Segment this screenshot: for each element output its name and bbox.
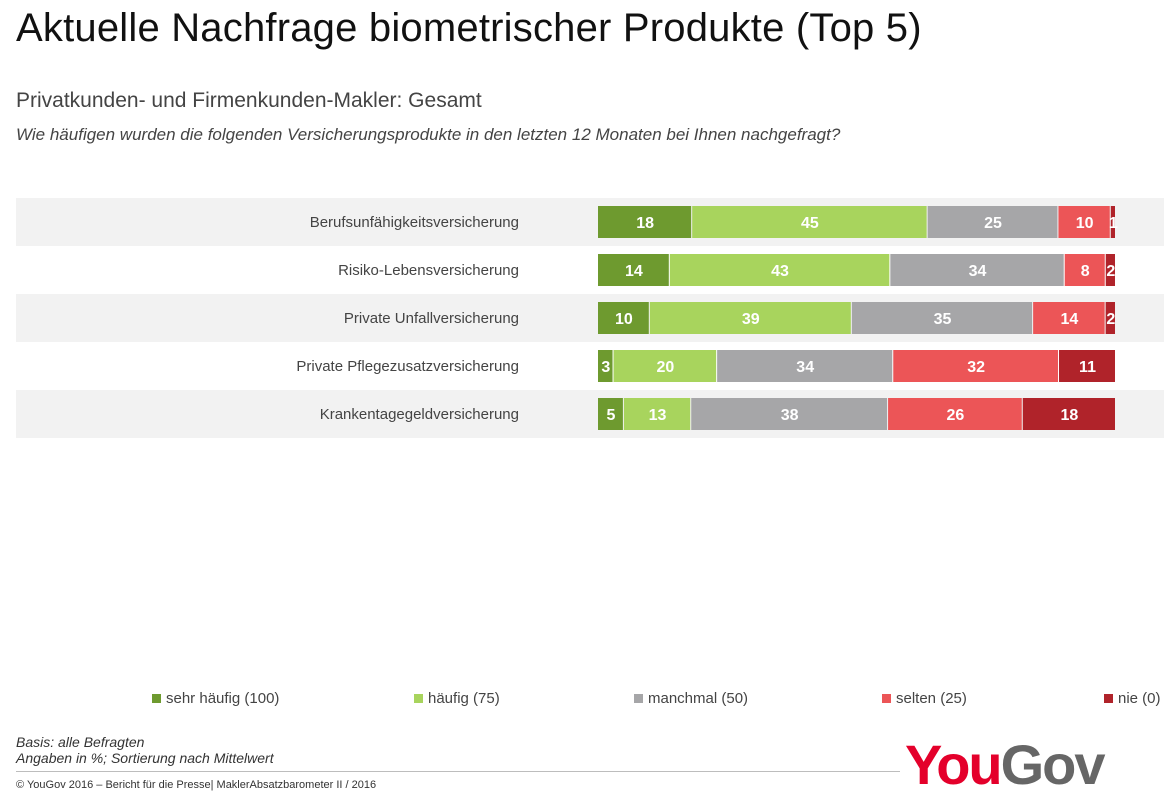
data-label: 45 <box>801 215 819 232</box>
bar-segment <box>598 206 692 238</box>
page-title: Aktuelle Nachfrage biometrischer Produkt… <box>16 6 922 50</box>
legend-item: sehr häufig (100) <box>152 690 279 707</box>
footer-divider <box>16 771 900 772</box>
bar-segment <box>888 398 1022 430</box>
chart-notes: Basis: alle Befragten Angaben in %; Sort… <box>16 734 274 766</box>
bar-segment <box>613 350 717 382</box>
data-label: 18 <box>636 215 654 232</box>
legend-item: selten (25) <box>882 690 967 707</box>
bar-segment <box>598 254 669 286</box>
bar-segment <box>851 302 1033 334</box>
bar-segment <box>717 350 893 382</box>
footer-copyright: © YouGov 2016 – Bericht für die Presse| … <box>16 779 377 791</box>
legend-swatch <box>414 694 423 703</box>
bar-segment <box>1110 206 1115 238</box>
bar-segment <box>893 350 1059 382</box>
bar-segment <box>1064 254 1105 286</box>
data-label: 34 <box>796 359 814 376</box>
data-label: 18 <box>1060 407 1078 424</box>
data-label: 10 <box>615 311 633 328</box>
data-label: 32 <box>967 359 985 376</box>
bar-segment <box>1058 206 1110 238</box>
data-label: 35 <box>934 311 952 328</box>
logo-part-gov: Gov <box>1000 733 1106 796</box>
data-label: 26 <box>947 407 965 424</box>
bar-segment <box>669 254 890 286</box>
data-label: 20 <box>656 359 674 376</box>
legend-swatch <box>882 694 891 703</box>
stacked-bar-chart: Berufsunfähigkeitsversicherung 18 45 25 10 1R… <box>16 198 1164 438</box>
legend-swatch <box>1104 694 1113 703</box>
legend-item: manchmal (50) <box>634 690 748 707</box>
legend-swatch <box>152 694 161 703</box>
data-label: 14 <box>625 263 643 280</box>
data-label: 2 <box>1106 263 1115 280</box>
data-label: 5 <box>606 407 615 424</box>
category-label: Berufsunfähigkeitsversicherung <box>310 214 519 231</box>
units-note: Angaben in %; Sortierung nach Mittelwert <box>16 750 274 766</box>
data-label: 2 <box>1106 311 1115 328</box>
bar-segment <box>691 398 888 430</box>
bar-segment <box>890 254 1064 286</box>
data-label: 43 <box>771 263 789 280</box>
legend-label: selten (25) <box>896 690 967 707</box>
bar-segment <box>1022 398 1115 430</box>
category-label: Risiko-Lebensversicherung <box>338 262 519 279</box>
chart-legend: sehr häufig (100) häufig (75) manchmal (50… <box>0 690 1164 712</box>
data-label: 14 <box>1060 311 1078 328</box>
category-label: Private Unfallversicherung <box>344 310 519 327</box>
legend-item: nie (0) <box>1104 690 1161 707</box>
category-label: Krankentagegeldversicherung <box>320 406 519 423</box>
bar-segment <box>623 398 691 430</box>
legend-swatch <box>634 694 643 703</box>
basis-note: Basis: alle Befragten <box>16 734 145 750</box>
survey-question: Wie häufigen wurden die folgenden Versic… <box>16 125 841 144</box>
bar-segment <box>598 350 613 382</box>
data-label: 8 <box>1081 263 1090 280</box>
page-subtitle: Privatkunden- und Firmenkunden-Makler: G… <box>16 89 482 112</box>
legend-label: sehr häufig (100) <box>166 690 280 707</box>
bar-segment <box>649 302 851 334</box>
bar-segment <box>1105 254 1115 286</box>
legend-item: häufig (75) <box>414 690 500 707</box>
bar-segment <box>692 206 927 238</box>
data-label: 25 <box>984 215 1002 232</box>
data-label: 34 <box>969 263 987 280</box>
data-label: 13 <box>649 407 667 424</box>
legend-label: manchmal (50) <box>648 690 749 707</box>
bar-segment <box>598 398 623 430</box>
legend-label: häufig (75) <box>428 690 500 707</box>
data-label: 10 <box>1076 215 1094 232</box>
data-label: 39 <box>742 311 760 328</box>
bar-segment <box>1105 302 1115 334</box>
data-label: 1 <box>1109 215 1118 232</box>
logo-part-you: You <box>905 733 1003 796</box>
yougov-logo: YouGov <box>905 733 1106 797</box>
category-label: Private Pflegezusatzversicherung <box>296 358 519 375</box>
data-label: 3 <box>601 359 610 376</box>
bar-segment <box>598 302 649 334</box>
bar-segment <box>1059 350 1115 382</box>
legend-label: nie (0) <box>1118 690 1161 707</box>
data-label: 38 <box>781 407 799 424</box>
bar-segment <box>1033 302 1105 334</box>
data-label: 11 <box>1079 359 1096 376</box>
bar-segment <box>927 206 1058 238</box>
